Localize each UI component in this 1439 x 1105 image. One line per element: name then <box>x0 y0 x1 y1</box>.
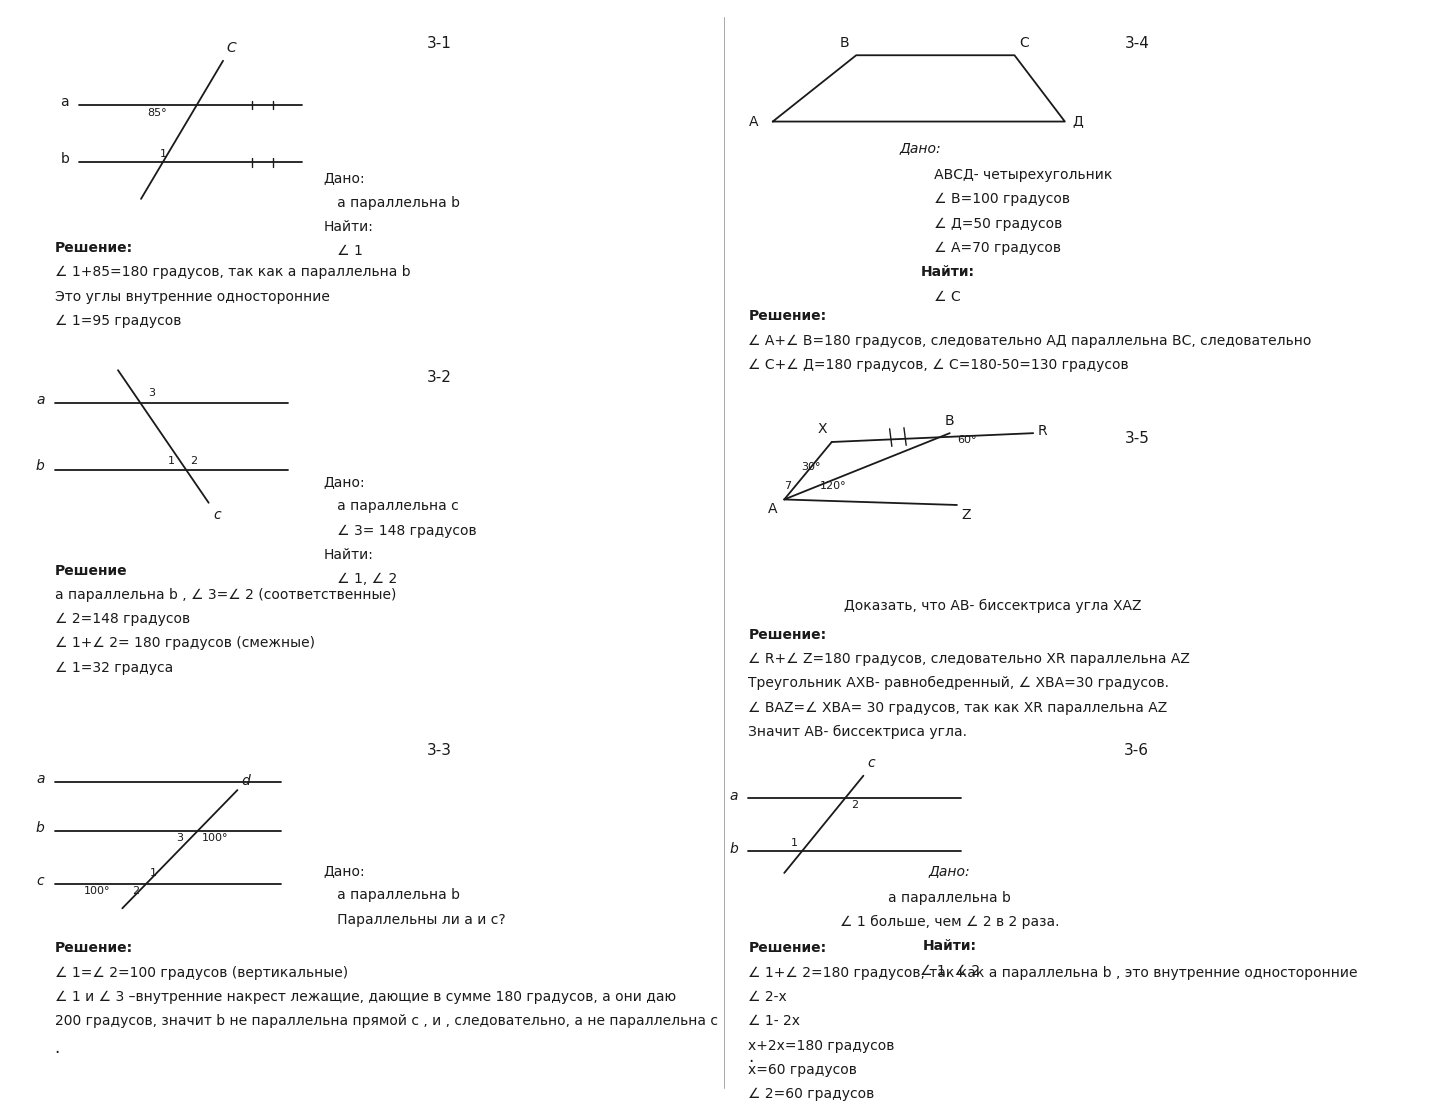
Text: ∠ 1 и ∠ 3 –внутренние накрест лежащие, дающие в сумме 180 градусов, а они даю: ∠ 1 и ∠ 3 –внутренние накрест лежащие, д… <box>55 990 676 1004</box>
Text: а параллельна b: а параллельна b <box>888 891 1012 905</box>
Text: 7: 7 <box>784 481 791 491</box>
Text: ∠ В=100 градусов: ∠ В=100 градусов <box>921 192 1071 207</box>
Text: A: A <box>767 502 777 516</box>
Text: b: b <box>730 842 738 855</box>
Text: c: c <box>868 756 875 770</box>
Text: Параллельны ли а и с?: Параллельны ли а и с? <box>324 913 505 927</box>
Text: ∠ 1=∠ 2=100 градусов (вертикальные): ∠ 1=∠ 2=100 градусов (вертикальные) <box>55 966 348 980</box>
Text: а параллельна с: а параллельна с <box>324 499 459 514</box>
Text: 3-1: 3-1 <box>426 36 452 52</box>
Text: ∠ 1+∠ 2= 180 градусов (смежные): ∠ 1+∠ 2= 180 градусов (смежные) <box>55 636 315 651</box>
Text: а параллельна b: а параллельна b <box>324 196 460 210</box>
Text: 3: 3 <box>148 388 155 398</box>
Text: .: . <box>748 1048 754 1065</box>
Text: B: B <box>839 35 849 50</box>
Text: Решение:: Решение: <box>748 309 826 324</box>
Text: АВСД- четырехугольник: АВСД- четырехугольник <box>921 168 1112 182</box>
Text: ∠ BAZ=∠ ХВА= 30 градусов, так как XR параллельна AZ: ∠ BAZ=∠ ХВА= 30 градусов, так как XR пар… <box>748 701 1167 715</box>
Text: Найти:: Найти: <box>324 548 374 562</box>
Text: 60°: 60° <box>957 435 977 445</box>
Text: Решение:: Решение: <box>55 941 132 956</box>
Text: a: a <box>36 772 45 786</box>
Text: 2: 2 <box>852 800 858 810</box>
Text: х+2х=180 градусов: х+2х=180 градусов <box>748 1039 895 1053</box>
Text: Д: Д <box>1072 115 1082 128</box>
Text: ∠ 1- 2х: ∠ 1- 2х <box>748 1014 800 1029</box>
Text: ∠ 1+85=180 градусов, так как а параллельна b: ∠ 1+85=180 градусов, так как а параллель… <box>55 265 410 280</box>
Text: Найти:: Найти: <box>921 265 976 280</box>
Text: ∠ С: ∠ С <box>921 290 961 304</box>
Text: 3-3: 3-3 <box>426 743 452 758</box>
Text: Дано:: Дано: <box>324 171 366 186</box>
Text: C: C <box>226 41 236 55</box>
Text: ∠ А+∠ В=180 градусов, следовательно АД параллельна ВС, следовательно: ∠ А+∠ В=180 градусов, следовательно АД п… <box>748 334 1312 348</box>
Text: 1: 1 <box>150 869 157 878</box>
Text: Решение:: Решение: <box>748 941 826 956</box>
Text: X: X <box>817 422 827 436</box>
Text: 120°: 120° <box>820 481 848 491</box>
Text: a: a <box>730 789 738 802</box>
Text: 1: 1 <box>791 838 797 848</box>
Text: ∠ 1: ∠ 1 <box>324 244 363 259</box>
Text: 30°: 30° <box>802 462 822 472</box>
Text: 100°: 100° <box>201 833 229 843</box>
Text: Дано:: Дано: <box>930 864 970 878</box>
Text: B: B <box>945 413 954 428</box>
Text: ∠ С+∠ Д=180 градусов, ∠ С=180-50=130 градусов: ∠ С+∠ Д=180 градусов, ∠ С=180-50=130 гра… <box>748 358 1130 372</box>
Text: ∠ 2-х: ∠ 2-х <box>748 990 787 1004</box>
Text: ∠ 2=60 градусов: ∠ 2=60 градусов <box>748 1087 875 1102</box>
Text: c: c <box>213 508 220 523</box>
Text: .: . <box>55 1039 60 1056</box>
Text: Значит АВ- биссектриса угла.: Значит АВ- биссектриса угла. <box>748 725 967 739</box>
Text: 100°: 100° <box>83 886 109 896</box>
Text: ∠ 1, ∠ 2: ∠ 1, ∠ 2 <box>920 964 980 978</box>
Text: 1: 1 <box>160 149 167 159</box>
Text: Решение:: Решение: <box>55 241 132 255</box>
Text: ∠ Д=50 градусов: ∠ Д=50 градусов <box>921 217 1062 231</box>
Text: Найти:: Найти: <box>324 220 374 234</box>
Text: Доказать, что АВ- биссектриса угла ХАZ: Доказать, что АВ- биссектриса угла ХАZ <box>845 599 1141 613</box>
Text: а параллельна b: а параллельна b <box>324 888 460 903</box>
Text: а параллельна b , ∠ 3=∠ 2 (соответственные): а параллельна b , ∠ 3=∠ 2 (соответственн… <box>55 588 396 602</box>
Text: 85°: 85° <box>147 108 167 118</box>
Text: ∠ 1 больше, чем ∠ 2 в 2 раза.: ∠ 1 больше, чем ∠ 2 в 2 раза. <box>840 915 1059 929</box>
Text: 3-5: 3-5 <box>1124 431 1150 446</box>
Text: Это углы внутренние односторонние: Это углы внутренние односторонние <box>55 290 330 304</box>
Text: 2: 2 <box>190 456 197 466</box>
Text: ∠ R+∠ Z=180 градусов, следовательно XR параллельна AZ: ∠ R+∠ Z=180 градусов, следовательно XR п… <box>748 652 1190 666</box>
Text: 2: 2 <box>131 886 138 896</box>
Text: ∠ 1=32 градуса: ∠ 1=32 градуса <box>55 661 173 675</box>
Text: a: a <box>36 393 45 407</box>
Text: b: b <box>36 460 45 473</box>
Text: Решение:: Решение: <box>748 628 826 642</box>
Text: ∠ 1, ∠ 2: ∠ 1, ∠ 2 <box>324 572 397 587</box>
Text: ∠ 3= 148 градусов: ∠ 3= 148 градусов <box>324 524 476 538</box>
Text: Найти:: Найти: <box>922 939 977 954</box>
Text: c: c <box>36 874 43 887</box>
Text: 3: 3 <box>176 833 183 843</box>
Text: 3-6: 3-6 <box>1124 743 1150 758</box>
Text: Решение: Решение <box>55 564 127 578</box>
Text: d: d <box>242 774 250 788</box>
Text: ∠ А=70 градусов: ∠ А=70 градусов <box>921 241 1061 255</box>
Text: 3-4: 3-4 <box>1124 36 1150 52</box>
Text: a: a <box>60 95 69 108</box>
Text: A: A <box>748 115 758 128</box>
Text: ∠ 1=95 градусов: ∠ 1=95 градусов <box>55 314 181 328</box>
Text: 1: 1 <box>167 456 174 466</box>
Text: R: R <box>1038 424 1048 438</box>
Text: C: C <box>1019 35 1029 50</box>
Text: Z: Z <box>961 508 971 523</box>
Text: 200 градусов, значит b не параллельна прямой с , и , следовательно, а не паралле: 200 градусов, значит b не параллельна пр… <box>55 1014 718 1029</box>
Text: х=60 градусов: х=60 градусов <box>748 1063 858 1077</box>
Text: ∠ 2=148 градусов: ∠ 2=148 градусов <box>55 612 190 627</box>
Text: Дано:: Дано: <box>324 475 366 490</box>
Text: Дано:: Дано: <box>324 864 366 878</box>
Text: ∠ 1+∠ 2=180 градусов, так как а параллельна b , это внутренние односторонние: ∠ 1+∠ 2=180 градусов, так как а параллел… <box>748 966 1358 980</box>
Text: b: b <box>36 821 45 834</box>
Text: 3-2: 3-2 <box>426 370 452 386</box>
Text: Дано:: Дано: <box>899 141 941 156</box>
Text: b: b <box>60 152 69 166</box>
Text: Треугольник АХВ- равнобедренный, ∠ ХВА=30 градусов.: Треугольник АХВ- равнобедренный, ∠ ХВА=3… <box>748 676 1170 691</box>
